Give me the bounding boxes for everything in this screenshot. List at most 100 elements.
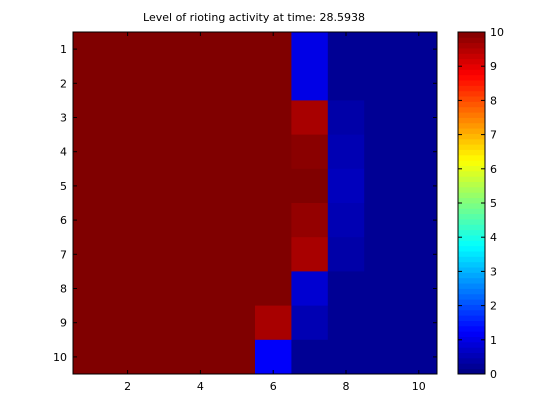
heatmap-cell xyxy=(400,100,438,135)
y-tick-label: 10 xyxy=(53,351,67,364)
heatmap-cell xyxy=(255,32,292,67)
colorbar-segment xyxy=(458,117,485,124)
heatmap-cell xyxy=(364,66,401,101)
colorbar-segment xyxy=(458,283,485,289)
colorbar-segment xyxy=(458,357,485,364)
y-tick-label: 5 xyxy=(60,180,67,193)
colorbar-segment xyxy=(458,53,485,60)
heatmap-cell xyxy=(291,305,329,341)
colorbar-segment xyxy=(458,336,485,343)
y-tick-label: 2 xyxy=(60,77,67,90)
heatmap-cell xyxy=(400,305,438,341)
y-tick-label: 3 xyxy=(60,112,67,125)
colorbar-segment xyxy=(458,64,485,70)
heatmap-cell xyxy=(145,237,183,272)
colorbar-segment xyxy=(458,192,485,199)
heatmap-cell xyxy=(327,271,365,306)
colorbar-segment xyxy=(458,85,485,92)
heatmap-cell xyxy=(255,339,292,375)
heatmap-cell xyxy=(291,66,329,101)
colorbar-segment xyxy=(458,144,485,150)
colorbar-tick-label: 2 xyxy=(490,300,497,313)
heatmap-cell xyxy=(109,100,147,135)
heatmap-cell xyxy=(255,134,292,170)
heatmap-cell xyxy=(145,100,183,135)
colorbar-segment xyxy=(458,309,485,316)
heatmap-cell xyxy=(364,305,401,341)
colorbar-segment xyxy=(458,341,485,348)
colorbar-segment xyxy=(458,331,485,337)
colorbar-tick-label: 0 xyxy=(490,368,497,381)
heatmap-cell xyxy=(182,203,219,238)
colorbar-segment xyxy=(458,80,485,86)
colorbar-segment xyxy=(458,122,485,129)
heatmap-cell xyxy=(291,134,329,170)
colorbar-tick-label: 9 xyxy=(490,60,497,73)
colorbar-segment xyxy=(458,299,485,305)
colorbar-segment xyxy=(458,42,485,49)
colorbar-segment xyxy=(458,203,485,209)
heatmap-cell xyxy=(218,66,256,101)
heatmap-cell xyxy=(327,203,365,238)
heatmap-cell xyxy=(145,168,183,204)
colorbar-tick-label: 3 xyxy=(490,265,497,278)
heatmap-cell xyxy=(182,168,219,204)
heatmap-cell xyxy=(327,32,365,67)
colorbar-segment xyxy=(458,277,485,284)
heatmap-cell xyxy=(218,339,256,375)
y-tick-label: 8 xyxy=(60,283,67,296)
heatmap-cell xyxy=(218,100,256,135)
heatmap-cell xyxy=(364,32,401,67)
heatmap-cell xyxy=(73,339,110,375)
colorbar-segment xyxy=(458,304,485,311)
heatmap-cell xyxy=(327,305,365,341)
heatmap-cell xyxy=(145,66,183,101)
heatmap-cell xyxy=(145,339,183,375)
heatmap-cell xyxy=(327,168,365,204)
heatmap-cell xyxy=(255,203,292,238)
heatmap-cell xyxy=(327,100,365,135)
x-tick-label: 6 xyxy=(270,380,277,393)
heatmap-cell xyxy=(109,339,147,375)
heatmap-cell xyxy=(182,134,219,170)
colorbar-segment xyxy=(458,133,485,140)
heatmap-cell xyxy=(109,134,147,170)
heatmap-cell xyxy=(364,271,401,306)
heatmap-cell xyxy=(218,305,256,341)
heatmap-cell xyxy=(255,305,292,341)
heatmap-cell xyxy=(400,339,438,375)
heatmap-cell xyxy=(291,237,329,272)
heatmap-cell xyxy=(73,305,110,341)
heatmap-cell xyxy=(364,339,401,375)
colorbar-segment xyxy=(458,256,485,263)
colorbar-segment xyxy=(458,32,485,38)
y-tick-label: 9 xyxy=(60,317,67,330)
colorbar-tick-label: 6 xyxy=(490,163,497,176)
colorbar-segment xyxy=(458,261,485,268)
heatmap-cell xyxy=(145,203,183,238)
heatmap-cell xyxy=(218,134,256,170)
colorbar-tick-label: 1 xyxy=(490,334,497,347)
heatmap-cell xyxy=(182,339,219,375)
colorbar-segment xyxy=(458,363,485,370)
colorbar-segment xyxy=(458,96,485,102)
colorbar-segment xyxy=(458,74,485,81)
colorbar: 0 1 2 3 4 5 6 7 8 9 10 xyxy=(457,26,504,381)
heatmap-cell xyxy=(291,203,329,238)
colorbar-segment xyxy=(458,245,485,252)
colorbar-segment xyxy=(458,149,485,156)
heatmap-cell xyxy=(109,32,147,67)
colorbar-segment xyxy=(458,213,485,220)
colorbar-tick-label: 10 xyxy=(490,26,504,39)
colorbar-segment xyxy=(458,315,485,321)
heatmap-cell xyxy=(109,271,147,306)
colorbar-segment xyxy=(458,90,485,97)
heatmap-cell xyxy=(255,66,292,101)
y-tick-label: 7 xyxy=(60,248,67,261)
colorbar-segment xyxy=(458,101,485,108)
colorbar-segment xyxy=(458,176,485,183)
heatmap-cell xyxy=(364,203,401,238)
colorbar-segment xyxy=(458,320,485,327)
heatmap-cell xyxy=(218,271,256,306)
